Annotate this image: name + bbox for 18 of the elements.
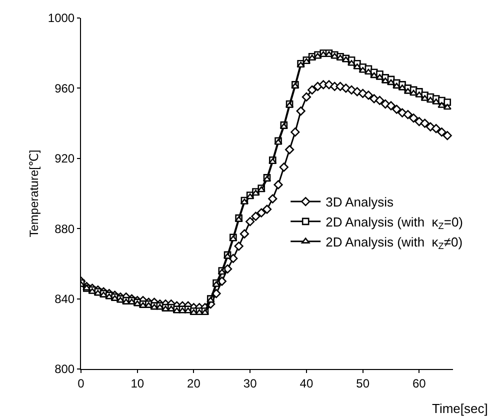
y-tick-label: 800 (54, 362, 75, 376)
x-tick-label: 60 (412, 376, 426, 390)
x-tick-label: 40 (300, 376, 314, 390)
legend-label: 3D Analysis (326, 194, 394, 210)
x-axis-title: Time[sec] (432, 401, 488, 416)
x-tick-label: 10 (130, 376, 144, 390)
x-tick-label: 20 (187, 376, 201, 390)
y-tick-label: 880 (54, 222, 75, 236)
legend-label: 2D Analysis (with κ$_{Z}$≠0) (326, 234, 463, 252)
y-tick-label: 1000 (48, 11, 75, 26)
y-tick-label: 920 (54, 152, 75, 166)
x-tick-label: 0 (78, 376, 85, 390)
y-tick-label: 840 (54, 292, 75, 306)
legend-label: 2D Analysis (with κ$_{Z}$=0) (326, 214, 464, 232)
x-tick-label: 30 (243, 376, 258, 390)
x-tick-label: 50 (356, 376, 370, 390)
y-axis-title: Temperature[℃] (27, 150, 42, 238)
y-tick-label: 960 (54, 81, 75, 96)
